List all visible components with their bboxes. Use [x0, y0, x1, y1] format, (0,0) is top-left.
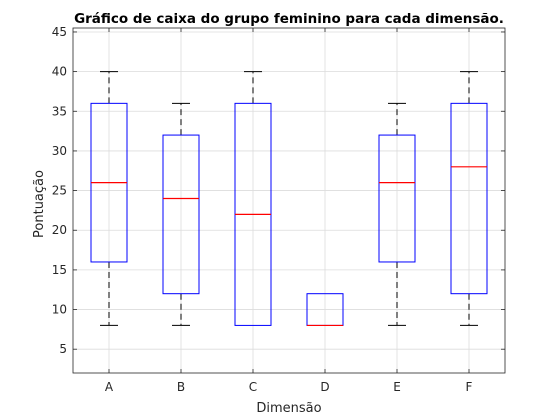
x-tick-label: F [466, 380, 473, 394]
box-e [378, 102, 416, 326]
y-tick-label: 30 [52, 144, 67, 158]
iqr-box [378, 134, 416, 263]
box-b [162, 102, 200, 326]
y-tick-label: 25 [52, 184, 67, 198]
y-tick-label: 20 [52, 223, 67, 237]
box-f [450, 71, 488, 326]
y-tick-label: 5 [59, 342, 67, 356]
chart-title: Gráfico de caixa do grupo feminino para … [74, 11, 504, 27]
ticks: 5 10 15 20 25 30 35 40 45 A B C D E F [52, 25, 505, 394]
y-tick-label: 45 [52, 25, 67, 39]
x-tick-label: E [393, 380, 401, 394]
box-c [234, 71, 272, 326]
y-axis-label: Pontuação [32, 170, 47, 238]
iqr-box [162, 134, 200, 295]
box-a [90, 71, 128, 326]
iqr-box [450, 102, 488, 295]
plot-area [72, 27, 506, 374]
x-axis-label: Dimensão [256, 401, 321, 416]
x-tick-label: B [177, 380, 185, 394]
box-d [306, 293, 344, 327]
grid [73, 28, 505, 373]
x-tick-label: D [320, 380, 329, 394]
y-tick-label: 10 [52, 303, 67, 317]
x-tick-label: C [249, 380, 257, 394]
y-tick-label: 40 [52, 65, 67, 79]
y-tick-label: 35 [52, 104, 67, 118]
x-tick-label: A [105, 380, 114, 394]
y-tick-label: 15 [52, 263, 67, 277]
boxes [90, 71, 488, 327]
